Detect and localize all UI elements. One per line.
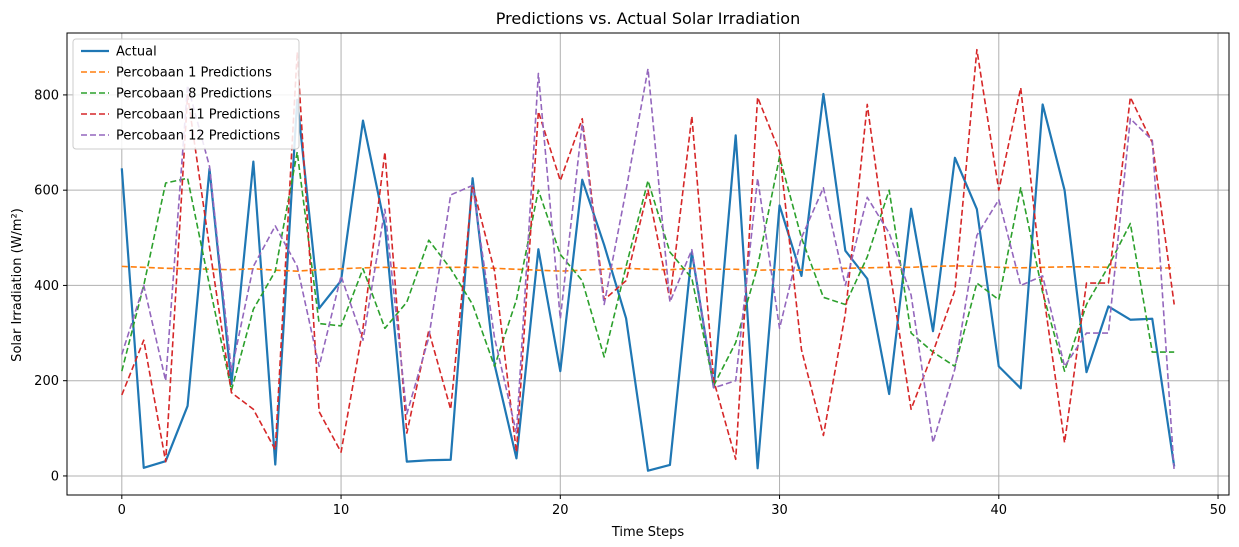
x-tick-label: 50: [1210, 503, 1227, 518]
y-axis-label: Solar Irradiation (W/m²): [10, 208, 25, 362]
legend: Actual Percobaan 1 Predictions Percobaan 8…: [72, 38, 300, 150]
x-tick-label: 30: [771, 503, 788, 518]
chart-title: Predictions vs. Actual Solar Irradiation: [496, 9, 800, 28]
legend-label: Percobaan 1 Predictions: [116, 66, 272, 81]
x-tick-label: 10: [333, 503, 350, 518]
series-line-5: [121, 67, 1175, 472]
legend-box: [72, 38, 300, 150]
y-tick-label: 200: [34, 374, 59, 389]
x-axis-label: Time Steps: [611, 525, 685, 540]
plot-frame: [66, 32, 1230, 496]
x-tick-label: 20: [552, 503, 569, 518]
x-tick-label: 0: [118, 503, 126, 518]
y-tick-label: 600: [34, 184, 59, 199]
y-tick-label: 0: [51, 469, 59, 484]
legend-label: Actual: [116, 45, 157, 60]
series-line-4: [121, 48, 1175, 463]
axis-ticks: 0 10 20 30 40 50 0 200 400 600 800: [34, 88, 1226, 518]
y-tick-label: 400: [34, 279, 59, 294]
x-tick-label: 40: [991, 503, 1008, 518]
y-tick-label: 800: [34, 88, 59, 103]
legend-label: Percobaan 12 Predictions: [116, 129, 280, 144]
legend-label: Percobaan 11 Predictions: [116, 108, 280, 123]
legend-label: Percobaan 8 Predictions: [116, 87, 272, 102]
series-line-2: [121, 265, 1175, 272]
